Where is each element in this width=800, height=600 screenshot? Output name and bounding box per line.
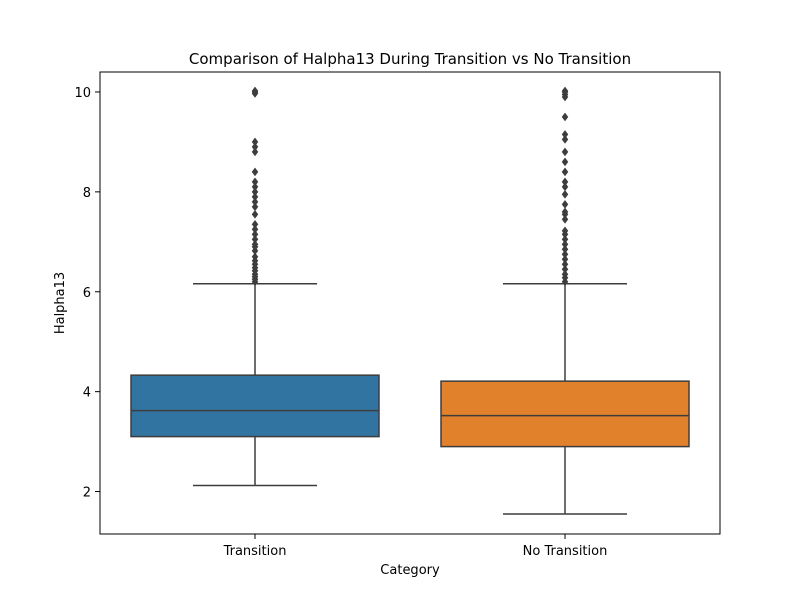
outlier-point <box>561 199 569 209</box>
outlier-point <box>251 202 259 212</box>
outlier-point <box>251 197 259 207</box>
iqr-box <box>440 380 690 448</box>
outlier-point <box>251 209 259 219</box>
outlier-point <box>251 177 259 187</box>
y-tick-label: 8 <box>83 186 91 201</box>
outlier-point <box>561 86 569 96</box>
plot-frame <box>99 71 721 535</box>
outlier-point <box>561 147 569 157</box>
y-tick-label: 6 <box>83 286 91 301</box>
chart-title: Comparison of Halpha13 During Transition… <box>189 50 631 68</box>
outlier-point <box>251 239 259 249</box>
outlier-point <box>251 147 259 157</box>
outlier-point <box>561 239 569 249</box>
outlier-point <box>561 207 569 217</box>
outlier-point <box>251 224 259 234</box>
outlier-point <box>561 112 569 122</box>
box-group <box>130 86 380 487</box>
outlier-point <box>561 226 569 236</box>
outlier-point <box>251 182 259 192</box>
outlier-point <box>561 254 569 264</box>
outlier-point <box>251 142 259 152</box>
y-tick-label: 2 <box>83 486 91 501</box>
box-group <box>440 86 690 515</box>
x-tick-label: No Transition <box>523 544 608 559</box>
outlier-point <box>251 137 259 147</box>
x-axis-label: Category <box>380 563 440 578</box>
outlier-point <box>251 192 259 202</box>
outlier-point <box>561 135 569 144</box>
outlier-point <box>561 269 569 279</box>
outlier-point <box>561 214 569 224</box>
plot-area <box>130 86 690 515</box>
outlier-point <box>561 130 569 139</box>
outlier-point <box>561 259 569 269</box>
y-axis: 2 4 6 8 10 <box>74 86 100 501</box>
outlier-point <box>561 234 569 244</box>
outlier-point <box>251 252 259 262</box>
outlier-point <box>251 167 259 177</box>
outlier-point <box>561 182 569 192</box>
y-tick-label: 4 <box>83 386 91 401</box>
outlier-point <box>561 264 569 274</box>
x-tick-label: Transition <box>223 544 287 559</box>
x-axis: Transition No Transition <box>223 534 608 559</box>
outlier-point <box>561 167 569 177</box>
outlier-point <box>251 86 259 96</box>
outlier-point <box>561 177 569 187</box>
outlier-point <box>251 219 259 229</box>
outlier-point <box>561 189 569 199</box>
outlier-point <box>561 249 569 259</box>
outlier-point <box>561 157 569 167</box>
y-tick-label: 10 <box>74 86 91 101</box>
iqr-box <box>130 374 380 438</box>
outlier-point <box>561 244 569 254</box>
outlier-point <box>251 187 259 197</box>
outlier-point <box>251 229 259 239</box>
outlier-point <box>251 234 259 244</box>
y-axis-label: Halpha13 <box>53 272 68 334</box>
